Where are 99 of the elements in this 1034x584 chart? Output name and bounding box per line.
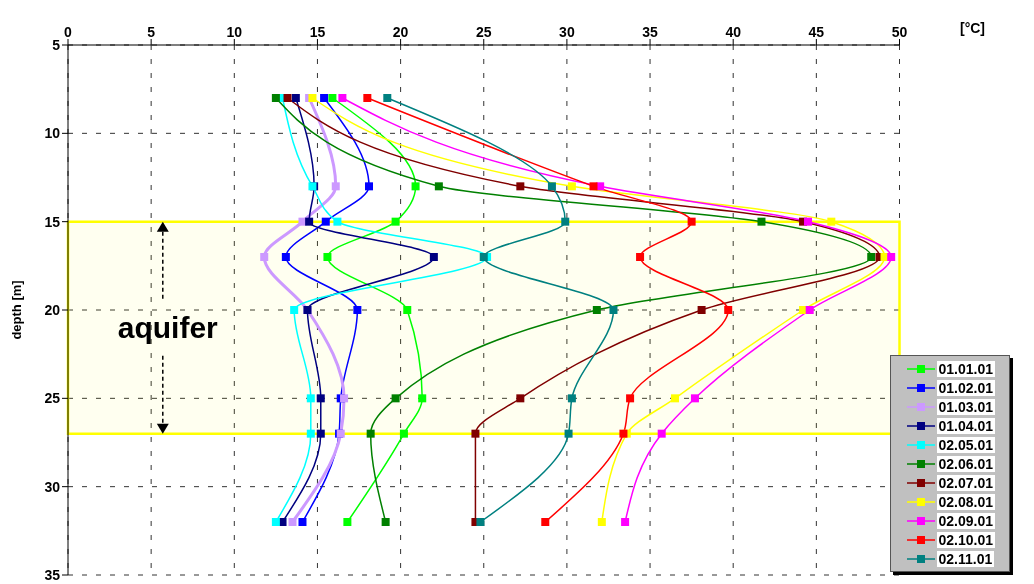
x-tick-label: 45 xyxy=(808,24,825,40)
y-axis-title: depth [m] xyxy=(8,280,24,340)
point xyxy=(333,217,342,226)
y-tick-label: 15 xyxy=(44,213,61,230)
point xyxy=(331,182,340,191)
y-tick-label: 25 xyxy=(44,390,61,407)
point xyxy=(298,518,307,526)
y-tick-label: 30 xyxy=(44,478,61,495)
point xyxy=(316,429,325,438)
point xyxy=(516,182,525,191)
point xyxy=(340,394,349,403)
x-tick-label: 15 xyxy=(309,24,326,40)
point xyxy=(338,94,347,102)
point xyxy=(365,182,373,191)
point xyxy=(516,394,525,403)
point xyxy=(316,394,325,403)
legend-label: 01.04.01 xyxy=(936,417,995,434)
point xyxy=(567,182,576,191)
point xyxy=(621,518,630,526)
point xyxy=(305,217,314,226)
point xyxy=(626,394,635,403)
y-tick-label: 5 xyxy=(52,36,61,53)
point xyxy=(366,429,375,438)
annotation: aquifer xyxy=(117,311,219,345)
point xyxy=(867,253,876,261)
point xyxy=(757,217,766,226)
point xyxy=(383,94,392,102)
point xyxy=(476,518,485,526)
point xyxy=(887,253,896,261)
point xyxy=(724,306,733,314)
point xyxy=(561,217,570,226)
legend-label: 01.03.01 xyxy=(936,398,995,415)
point xyxy=(597,518,606,526)
legend-label: 02.08.01 xyxy=(936,493,995,510)
point xyxy=(609,306,618,314)
point xyxy=(411,182,420,191)
point xyxy=(434,182,443,191)
point xyxy=(804,217,813,226)
point xyxy=(418,394,427,403)
legend-label: 02.10.01 xyxy=(936,531,995,548)
point xyxy=(403,306,412,314)
legend-label: 01.01.01 xyxy=(936,360,995,377)
point xyxy=(805,306,814,314)
point xyxy=(564,429,573,438)
point xyxy=(687,217,696,226)
point xyxy=(323,253,332,261)
x-tick-label: 20 xyxy=(392,24,409,40)
point xyxy=(592,306,601,314)
point xyxy=(671,394,679,403)
point xyxy=(636,253,645,261)
point xyxy=(827,217,836,226)
point xyxy=(271,94,280,102)
legend-label: 02.07.01 xyxy=(936,474,995,491)
point xyxy=(343,518,352,526)
x-axis-title: [°C] xyxy=(960,20,986,36)
point xyxy=(260,253,269,261)
x-tick-label: 5 xyxy=(147,24,156,40)
point xyxy=(697,306,706,314)
point xyxy=(271,518,280,526)
point xyxy=(657,429,666,438)
x-tick-label: 0 xyxy=(64,24,73,40)
point xyxy=(567,394,576,403)
point xyxy=(288,518,297,526)
point xyxy=(290,306,299,314)
x-tick-label: 35 xyxy=(642,24,659,40)
point xyxy=(589,182,598,191)
point xyxy=(283,94,292,102)
point xyxy=(306,429,315,438)
point xyxy=(391,394,400,403)
point xyxy=(547,182,556,191)
point xyxy=(381,518,390,526)
point xyxy=(363,94,372,102)
legend-label: 02.09.01 xyxy=(936,512,995,529)
point xyxy=(281,253,290,261)
point xyxy=(429,253,438,261)
point xyxy=(690,394,699,403)
legend-label: 02.11.01 xyxy=(936,550,995,567)
x-tick-label: 50 xyxy=(891,24,908,40)
point xyxy=(391,217,400,226)
x-tick-label: 30 xyxy=(559,24,575,40)
x-tick-label: 25 xyxy=(475,24,492,40)
point xyxy=(306,394,315,403)
point xyxy=(320,94,329,102)
legend-label: 01.02.01 xyxy=(936,379,995,396)
point xyxy=(321,217,330,226)
point xyxy=(479,253,488,261)
point xyxy=(328,94,337,102)
x-tick-label: 10 xyxy=(226,24,243,40)
y-tick-label: 35 xyxy=(44,566,61,583)
point xyxy=(291,94,300,102)
point xyxy=(353,306,362,314)
x-tick-label: 40 xyxy=(725,24,742,40)
legend-label: 02.05.01 xyxy=(936,436,995,453)
legend-label: 02.06.01 xyxy=(936,455,995,472)
point xyxy=(541,518,550,526)
point xyxy=(399,429,408,438)
y-tick-label: 10 xyxy=(44,125,61,142)
point xyxy=(471,429,480,438)
y-tick-label: 20 xyxy=(44,301,61,318)
